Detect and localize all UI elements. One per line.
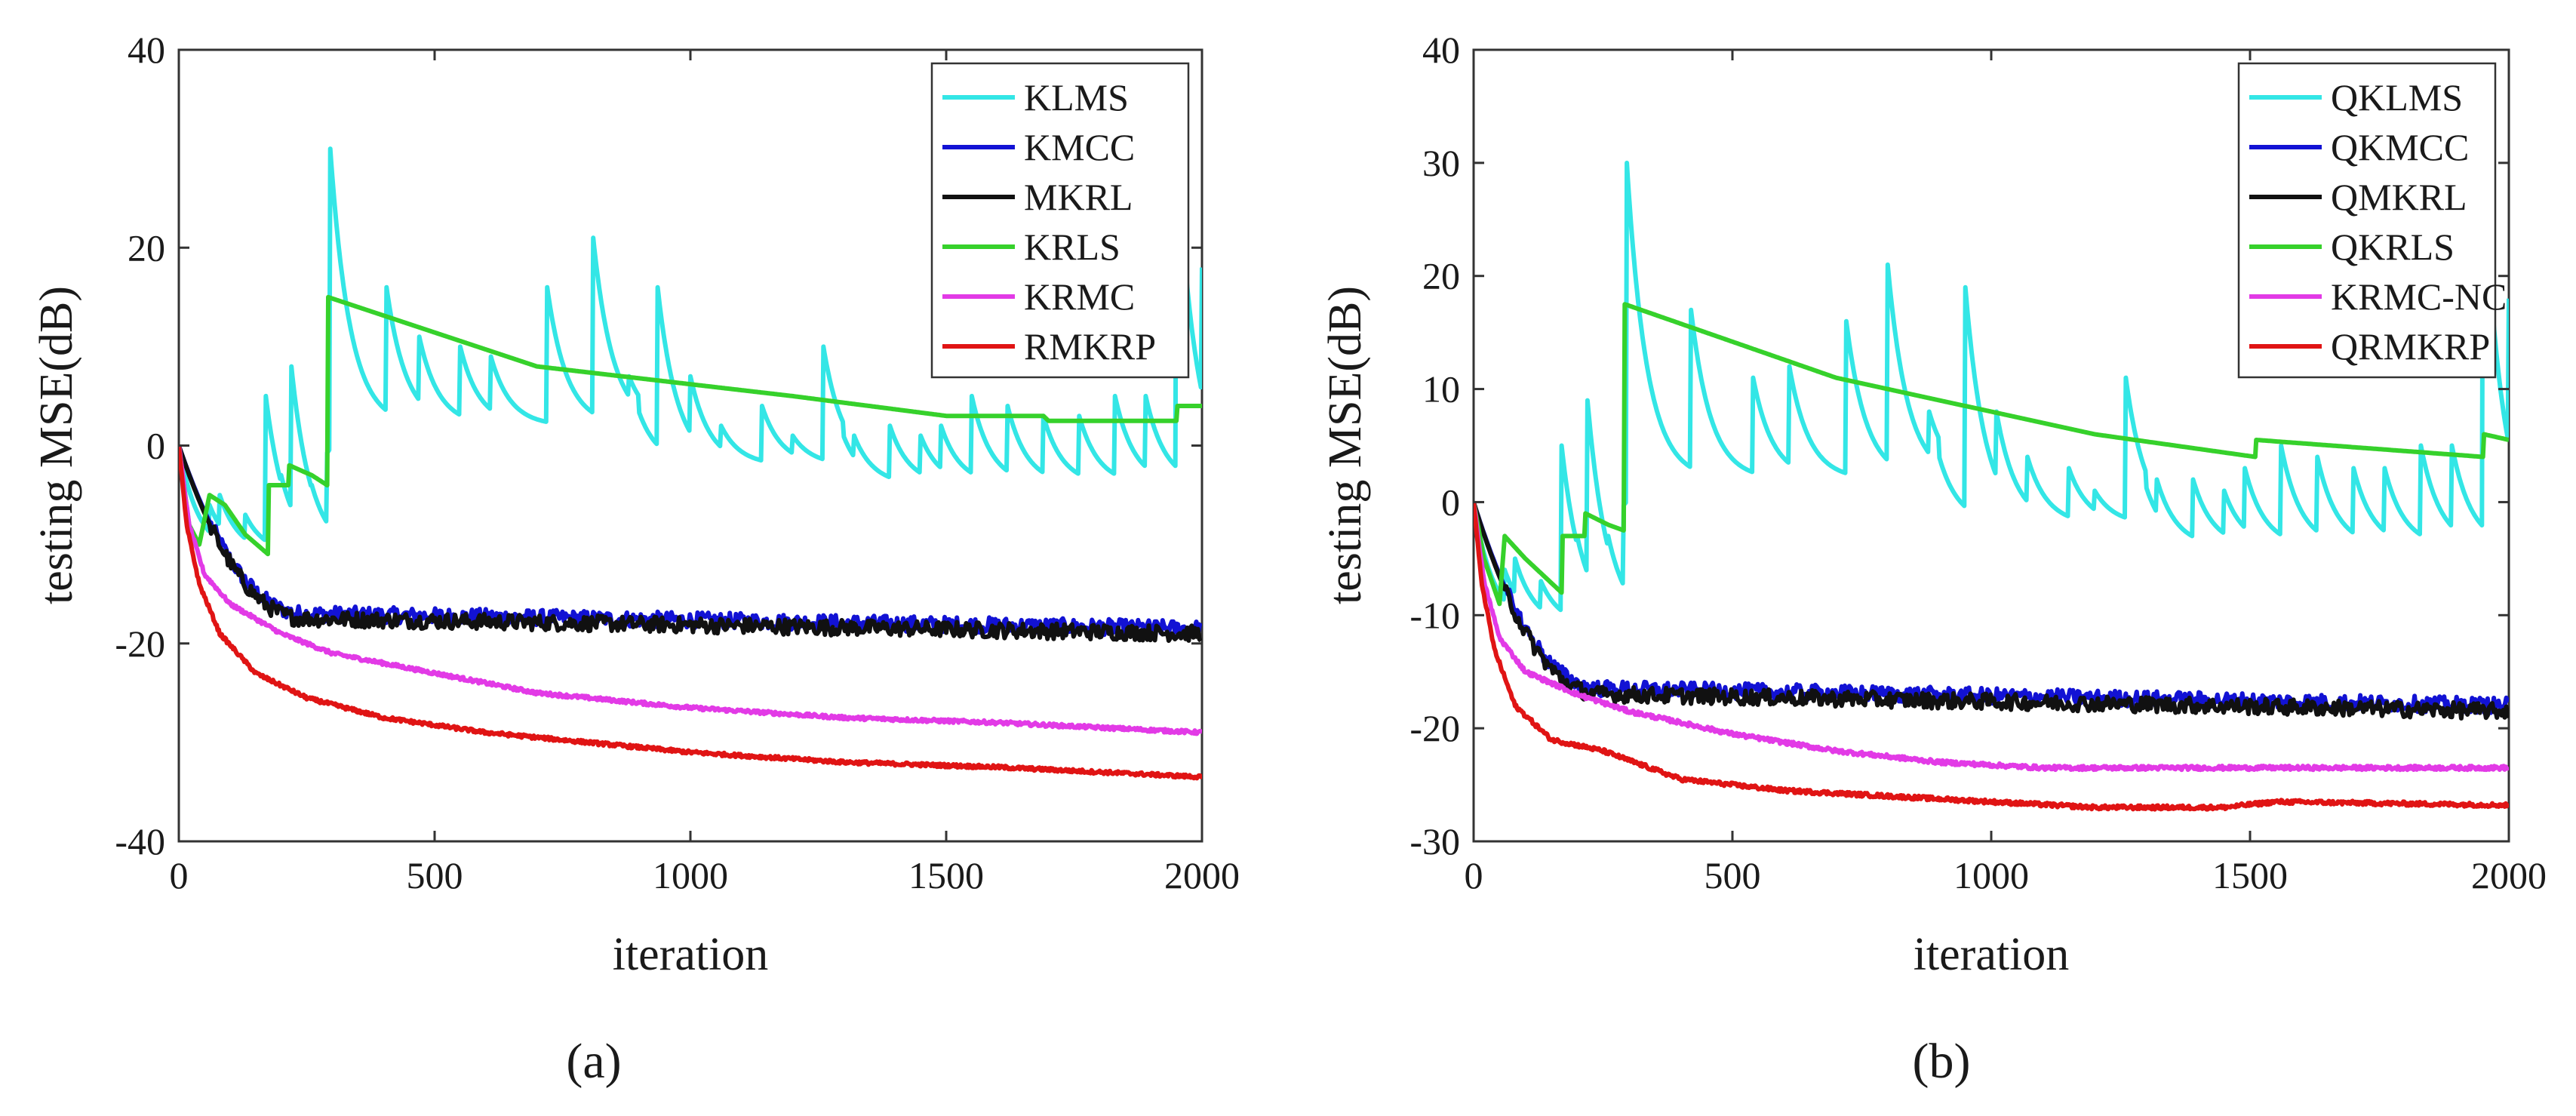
x-tick-label: 1000 bbox=[1954, 854, 2029, 896]
legend-label-qrmkrp: QRMKRP bbox=[2331, 325, 2490, 367]
y-tick-label: 10 bbox=[1422, 368, 1460, 410]
legend-label-qkrls: QKRLS bbox=[2331, 226, 2455, 268]
legend-box bbox=[2237, 62, 2497, 379]
series-line-rmkrp bbox=[179, 446, 1202, 781]
x-tick-label: 2000 bbox=[1164, 854, 1240, 896]
legend-label-klms: KLMS bbox=[1024, 76, 1129, 118]
panel-label-a: (a) bbox=[566, 1034, 621, 1089]
series-line-qkrls bbox=[1474, 302, 2509, 607]
y-tick-label: -40 bbox=[115, 820, 165, 862]
series-line-krmc bbox=[179, 444, 1202, 736]
xlabel-b: iteration bbox=[1914, 929, 2070, 980]
panel-label-b: (b) bbox=[1913, 1034, 1971, 1089]
legend-a: KLMS KMCC MKRL KRLS KRMC RMKRP bbox=[930, 62, 1190, 379]
y-tick-label: -20 bbox=[115, 623, 165, 665]
series-line-krmc-nc bbox=[1474, 503, 2509, 773]
legend-label-qklms: QKLMS bbox=[2331, 76, 2463, 118]
series-line-qmkrl bbox=[1474, 501, 2509, 721]
legend-label-krmc: KRMC bbox=[1024, 275, 1135, 318]
y-tick-label: -10 bbox=[1409, 594, 1460, 636]
legend-box bbox=[930, 62, 1190, 379]
y-tick-label: 40 bbox=[1422, 29, 1460, 71]
series-line-kmcc bbox=[179, 444, 1202, 638]
x-tick-label: 500 bbox=[407, 854, 463, 896]
xlabel-a: iteration bbox=[613, 929, 769, 980]
x-tick-label: 0 bbox=[170, 854, 189, 896]
y-tick-label: 20 bbox=[1422, 255, 1460, 297]
chart-panel-b: 0 500 1000 1500 2000 -30 -20 -10 0 10 20 30 40 itera… bbox=[1320, 29, 2547, 1089]
legend-label-krmc-nc: KRMC-NC bbox=[2331, 275, 2507, 318]
legend-label-qmkrl: QMKRL bbox=[2331, 176, 2467, 218]
series-line-klms bbox=[179, 137, 1202, 543]
x-tick-label: 500 bbox=[1705, 854, 1761, 896]
series-line-krls bbox=[179, 294, 1202, 557]
chart-panel-a: 0 500 1000 1500 2000 -40 -20 0 20 40 iteration te… bbox=[31, 29, 1240, 1089]
x-tick-label: 2000 bbox=[2471, 854, 2547, 896]
y-tick-label: 20 bbox=[128, 226, 165, 269]
legend-label-rmkrp: RMKRP bbox=[1024, 325, 1156, 367]
series-line-qrmkrp bbox=[1474, 500, 2509, 812]
legend-b: QKLMS QKMCC QMKRL QKRLS KRMC-NC QRMKRP bbox=[2237, 62, 2507, 379]
x-tick-label: 1500 bbox=[2212, 854, 2288, 896]
ylabel-a: testing MSE(dB) bbox=[31, 286, 82, 604]
y-tick-label: -30 bbox=[1409, 820, 1460, 862]
y-tick-label: -20 bbox=[1409, 707, 1460, 749]
x-tick-label: 1500 bbox=[908, 854, 984, 896]
y-tick-label: 0 bbox=[146, 425, 165, 467]
x-tick-label: 0 bbox=[1465, 854, 1483, 896]
legend-label-mkrl: MKRL bbox=[1024, 176, 1133, 218]
x-tick-label: 1000 bbox=[653, 854, 728, 896]
legend-label-qkmcc: QKMCC bbox=[2331, 126, 2469, 168]
legend-label-krls: KRLS bbox=[1024, 226, 1120, 268]
y-tick-label: 30 bbox=[1422, 142, 1460, 184]
ylabel-b: testing MSE(dB) bbox=[1320, 286, 1371, 604]
series-line-mkrl bbox=[179, 444, 1202, 644]
y-tick-label: 0 bbox=[1441, 481, 1460, 523]
legend-label-kmcc: KMCC bbox=[1024, 126, 1135, 168]
series-line-qklms bbox=[1474, 160, 2509, 613]
y-tick-label: 40 bbox=[128, 29, 165, 71]
